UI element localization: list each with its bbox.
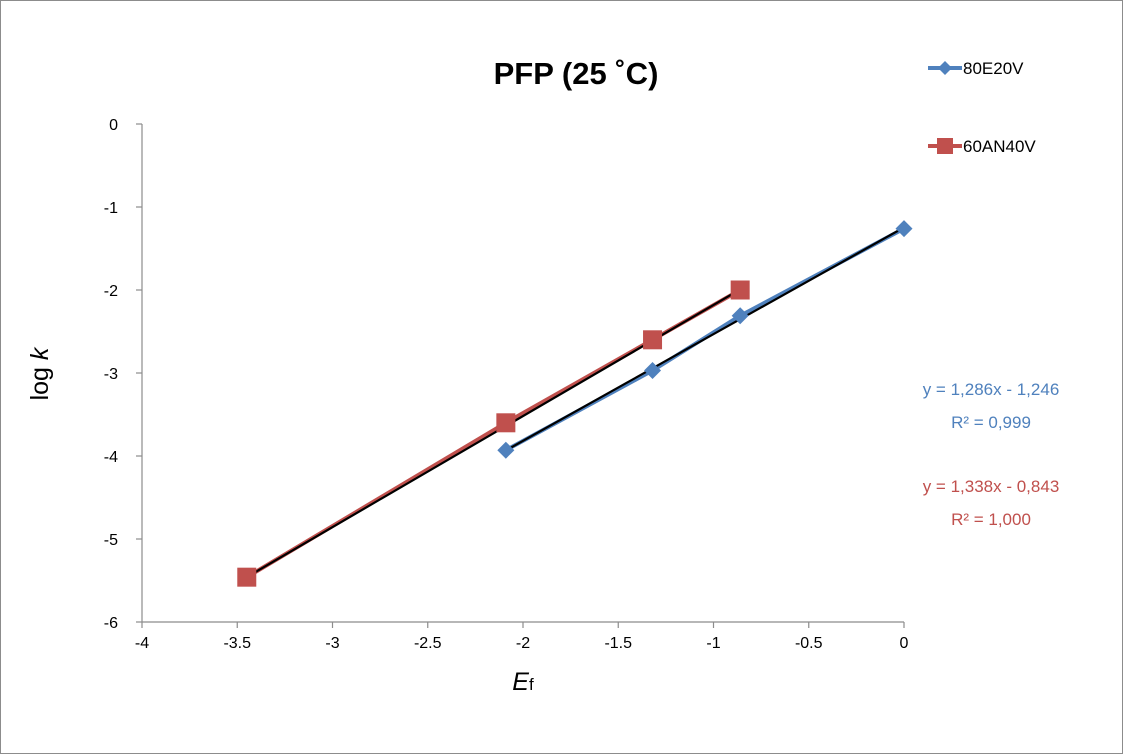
legend-label-60AN40V: 60AN40V — [963, 137, 1036, 156]
data-point-80E20V[interactable] — [895, 220, 913, 238]
x-tick-label: 0 — [900, 635, 909, 652]
data-point-80E20V[interactable] — [644, 362, 662, 380]
equation-80E20V: y = 1,286x - 1,246 — [923, 380, 1060, 399]
y-axis-label-italic: k — [26, 346, 54, 360]
x-axis-label: Ef — [512, 668, 534, 696]
trendline-60AN40V — [246, 288, 741, 579]
data-point-60AN40V[interactable] — [730, 280, 750, 300]
data-point-80E20V[interactable] — [497, 441, 515, 459]
y-tick-label: -1 — [104, 200, 118, 217]
legend-square-icon — [937, 138, 953, 154]
x-tick-label: -1.5 — [604, 635, 632, 652]
x-tick-label: -1 — [706, 635, 720, 652]
data-point-60AN40V[interactable] — [237, 567, 257, 587]
x-tick-label: -2 — [516, 635, 530, 652]
legend-entry-80E20V[interactable]: 80E20V — [928, 59, 1024, 78]
y-axis-label-main: log — [26, 360, 54, 400]
plot-area: 0 -1 -2 -3 -4 -5 -6 -4 -3.5 -3 -2.5 -2 -1.5 -1 -0.5 0 — [104, 117, 913, 652]
y-axis-label: log k — [26, 346, 54, 400]
series-markers — [237, 220, 913, 587]
data-point-60AN40V[interactable] — [643, 330, 663, 350]
x-tick-label: -0.5 — [795, 635, 823, 652]
series-lines — [245, 226, 905, 579]
legend-diamond-icon — [938, 61, 952, 75]
legend-entry-60AN40V[interactable]: 60AN40V — [928, 137, 1036, 156]
legend-label-80E20V: 80E20V — [963, 59, 1024, 78]
x-axis-label-sub: f — [529, 675, 534, 694]
data-point-80E20V[interactable] — [731, 307, 749, 325]
x-tick-label: -2.5 — [414, 635, 442, 652]
chart-title: PFP (25 ˚C) — [494, 56, 659, 91]
legend: 80E20V 60AN40V — [928, 59, 1036, 156]
x-tick-label: -3 — [325, 635, 339, 652]
trendline-equations: y = 1,286x - 1,246 R² = 0,999 y = 1,338x… — [923, 380, 1060, 529]
y-tick-label: 0 — [109, 117, 118, 134]
data-point-60AN40V[interactable] — [496, 413, 516, 433]
r2-60AN40V: R² = 1,000 — [951, 510, 1031, 529]
y-tick-label: -4 — [104, 449, 118, 466]
y-tick-label: -6 — [104, 615, 118, 632]
y-tick-label: -5 — [104, 532, 118, 549]
x-tick-label: -4 — [135, 635, 149, 652]
x-tick-label: -3.5 — [223, 635, 251, 652]
r2-80E20V: R² = 0,999 — [951, 413, 1031, 432]
x-axis-label-main: E — [512, 668, 529, 696]
trendline-80E20V — [505, 226, 905, 452]
y-tick-label: -2 — [104, 283, 118, 300]
axis-ticks: 0 -1 -2 -3 -4 -5 -6 -4 -3.5 -3 -2.5 -2 -1.5 -1 -0.5 0 — [104, 117, 909, 652]
y-tick-label: -3 — [104, 366, 118, 383]
equation-60AN40V: y = 1,338x - 0,843 — [923, 477, 1060, 496]
